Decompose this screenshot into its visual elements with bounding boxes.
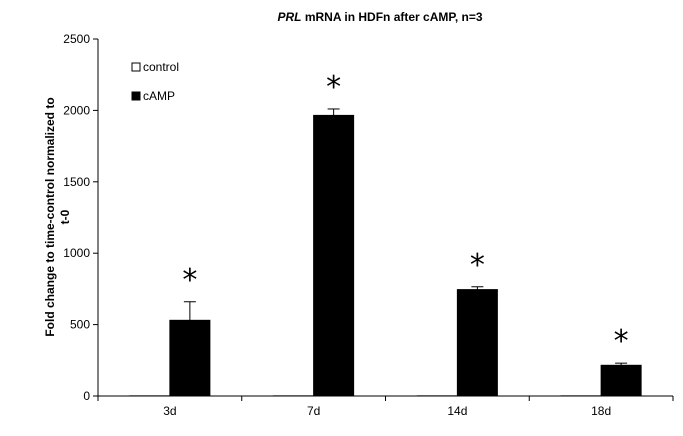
y-tick-label: 1000 [63,246,90,260]
legend-swatch-control [131,62,141,72]
significance-markers: * * * * [182,70,628,359]
y-axis-label-line1: Fold change to time-control normalized t… [43,97,57,336]
y-tick-label: 1500 [63,175,90,189]
y-ticks: 0 500 1000 1500 2000 2500 [63,32,98,403]
y-tick-label: 2000 [63,103,90,117]
y-axis-label: Fold change to time-control normalized t… [43,97,72,336]
x-ticks: 3d 7d 14d 18d [97,396,674,418]
legend-swatch-camp [131,91,141,101]
bar-camp [600,364,642,397]
x-tick-label: 14d [447,404,467,418]
bar-camp [456,289,498,397]
x-tick-label: 7d [307,404,320,418]
significance-star: * [326,70,341,105]
bar-camp [313,114,355,397]
legend: control cAMP [131,60,179,103]
error-bars [183,108,628,366]
y-axis-label-line2: t-0 [58,209,72,224]
significance-star: * [182,263,197,298]
legend-label-camp: cAMP [143,89,175,103]
y-tick-label: 500 [70,318,90,332]
significance-star: * [470,248,485,283]
bar-camp [169,319,211,397]
bars [129,114,642,397]
y-tick-label: 0 [83,389,90,403]
y-tick-label: 2500 [63,32,90,46]
significance-star: * [614,324,629,359]
chart-title-italic: PRL [277,10,301,24]
chart-title-rest: mRNA in HDFn after cAMP, n=3 [301,10,482,24]
x-tick-label: 3d [163,404,176,418]
x-tick-label: 18d [591,404,611,418]
legend-label-control: control [143,60,179,74]
chart-title: PRL mRNA in HDFn after cAMP, n=3 [277,10,482,24]
